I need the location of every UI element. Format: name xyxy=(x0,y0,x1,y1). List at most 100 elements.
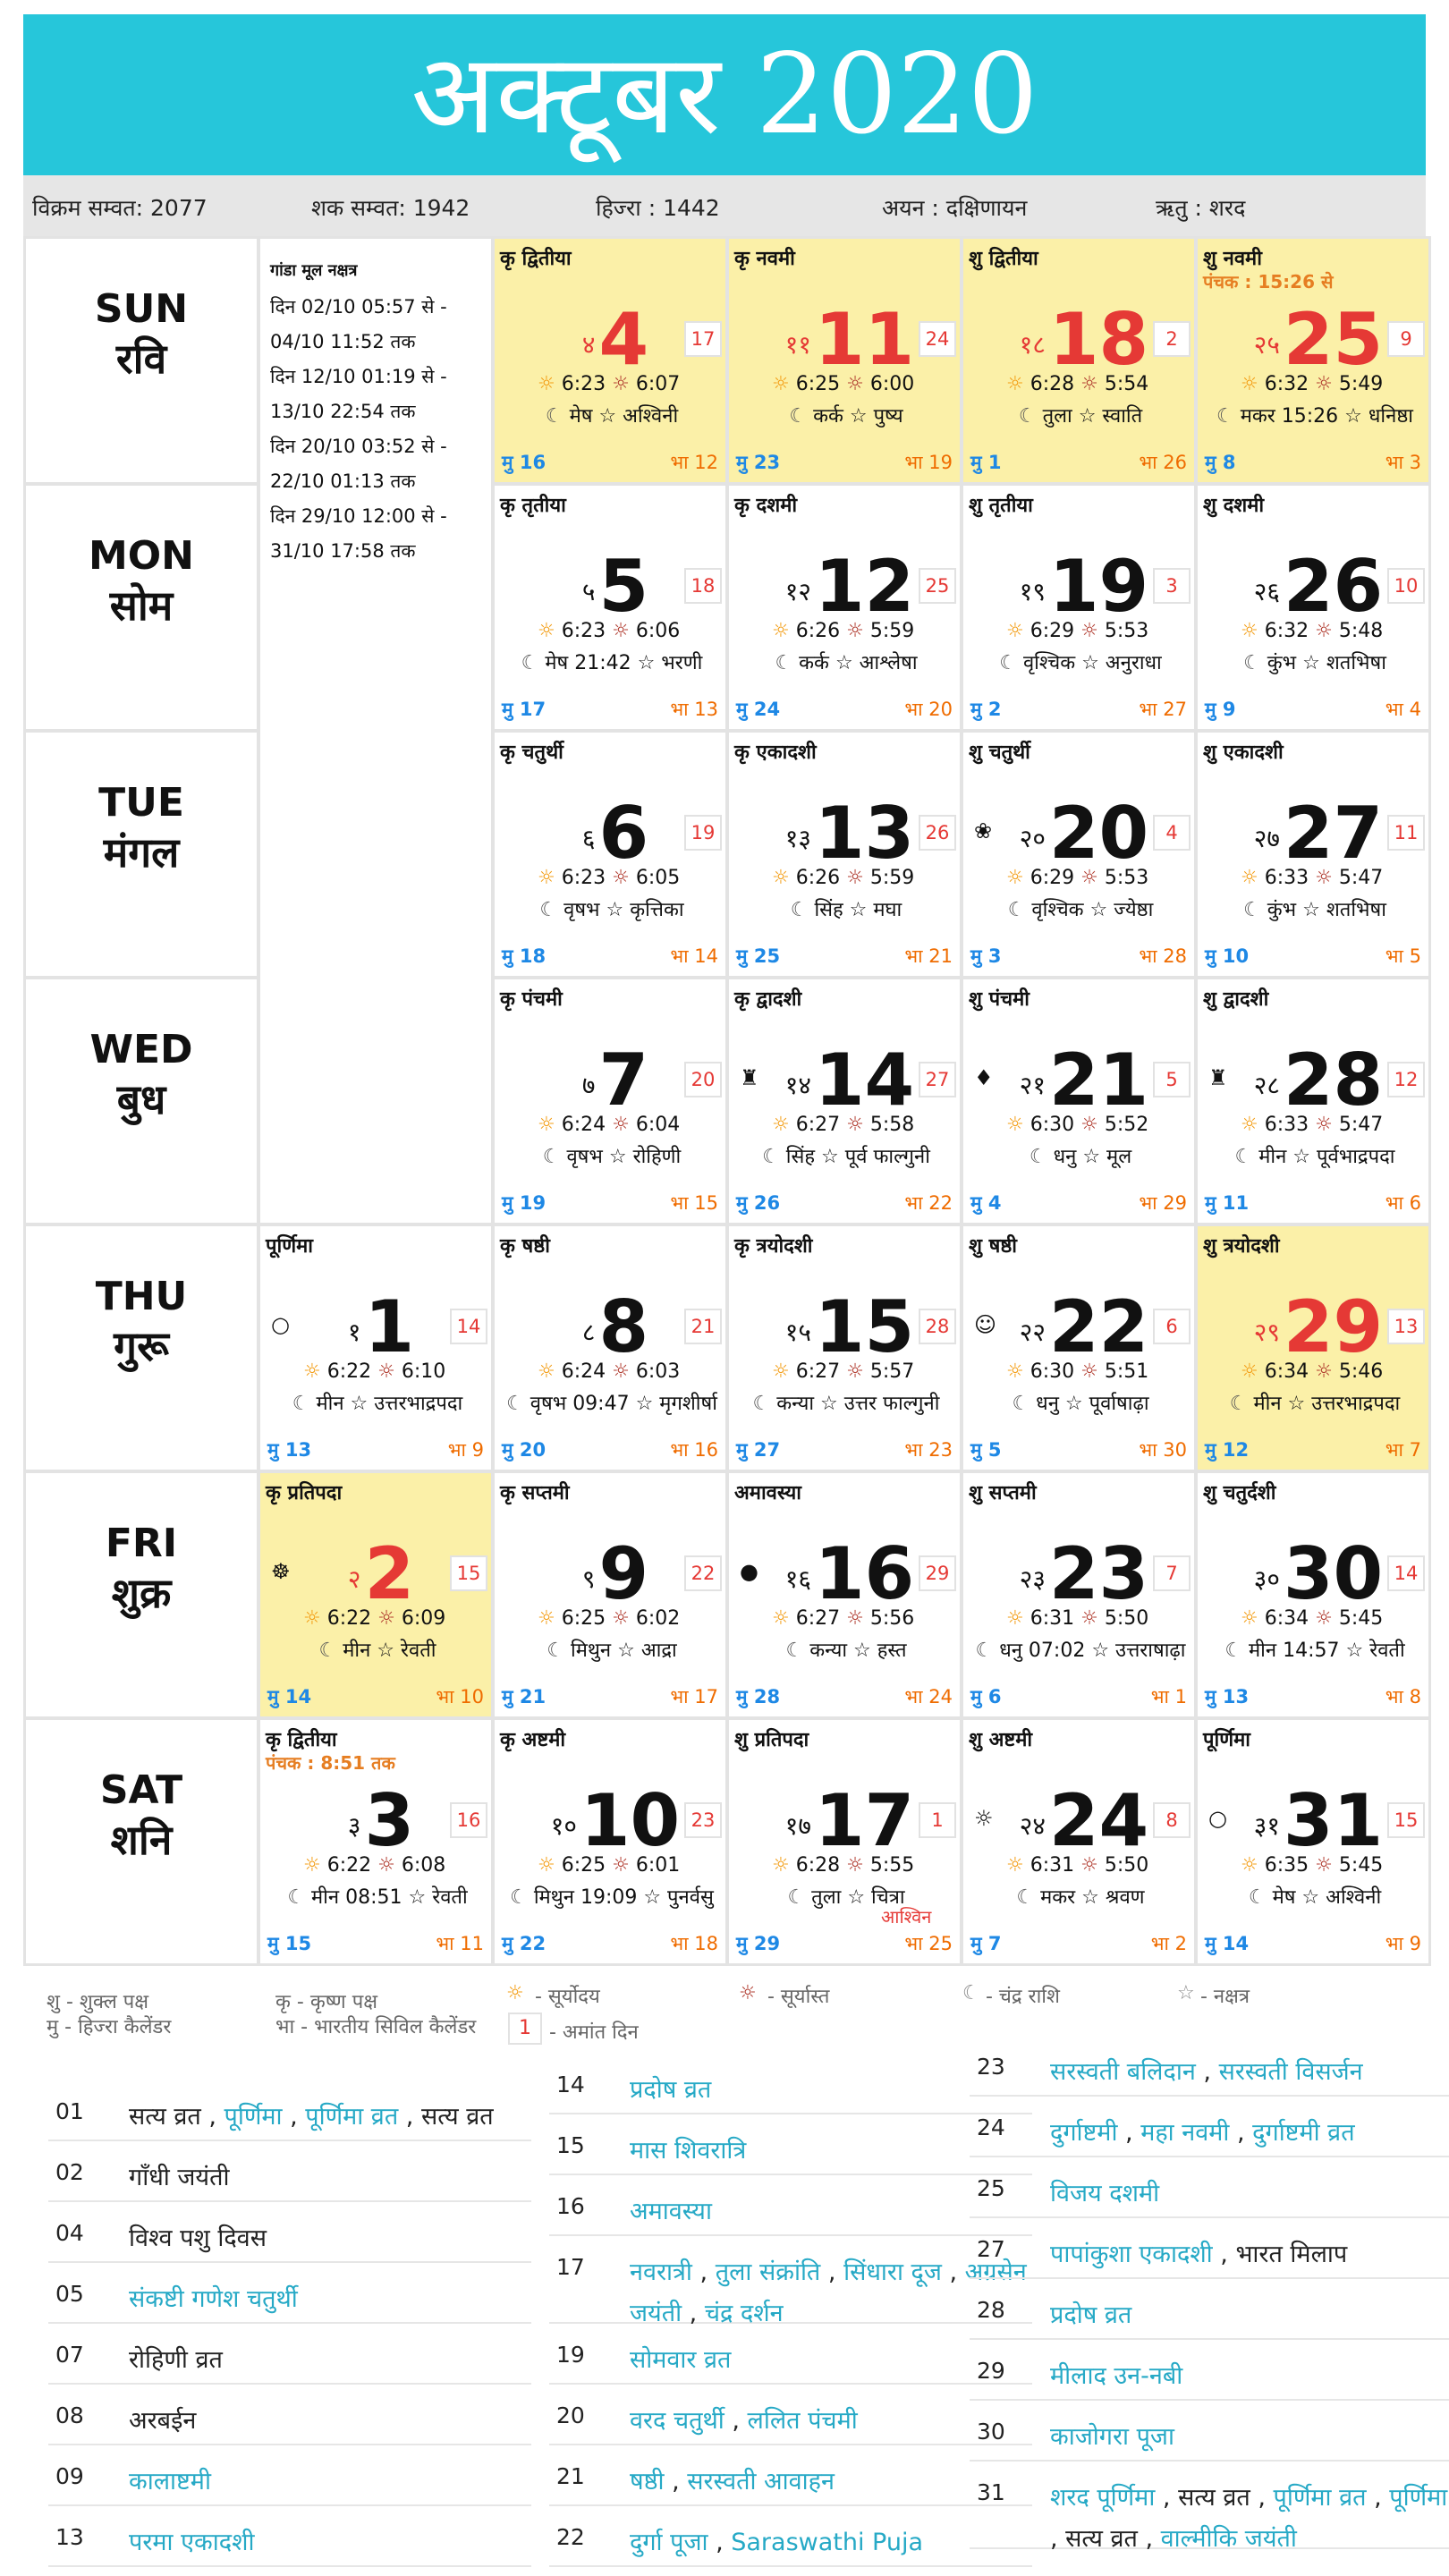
festival-link[interactable]: अमावस्या xyxy=(630,2198,712,2225)
festival-link[interactable]: षष्ठी xyxy=(630,2468,665,2496)
sunrise-time: 6:27 xyxy=(795,1607,841,1630)
festival-link[interactable]: वरद चतुर्थी xyxy=(630,2407,724,2435)
festival-link[interactable]: मास शिवरात्रि xyxy=(630,2137,747,2165)
date-cell[interactable]: कृ सप्तमी ९9 22 ☼ 6:25 ☼ 6:02 ☾ मिथुन ☆ आद्र… xyxy=(492,1470,728,1719)
date-cell[interactable]: शु षष्ठी ☺ २२22 6 ☼ 6:30 ☼ 5:51 ☾ धनु ☆ पूर्व… xyxy=(961,1224,1197,1472)
festival-link[interactable]: पूर्णिमा व्रत xyxy=(305,2103,399,2131)
sunrise-icon: ☼ xyxy=(538,1854,562,1877)
festival-link[interactable]: सोमवार व्रत xyxy=(630,2346,732,2374)
festival-link[interactable]: ललित पंचमी xyxy=(747,2407,858,2435)
festival-link[interactable]: वाल्मीकि जयंती xyxy=(1160,2525,1297,2553)
festival-link[interactable]: दुर्गा पूजा xyxy=(630,2529,708,2556)
festival-names: विजय दशमी xyxy=(1050,2174,1449,2215)
sunrise-time: 6:23 xyxy=(561,620,606,642)
moon-sign: सिंह ☆ पूर्व फाल्गुनी xyxy=(785,1146,930,1168)
festival-link[interactable]: अग्रसेन जयंती xyxy=(630,2258,1027,2327)
samvat-day: २५ xyxy=(1253,330,1280,360)
sunset-icon: ☼ xyxy=(840,1114,870,1136)
festival-link[interactable]: सिंधारा दूज xyxy=(843,2258,942,2286)
festival-link[interactable]: पापांकुशा एकादशी xyxy=(1050,2241,1213,2268)
festival-link[interactable]: विजय दशमी xyxy=(1050,2180,1160,2207)
date-number: ८8 xyxy=(539,1287,691,1373)
gregorian-date: 18 xyxy=(1048,298,1149,381)
festival-row: 17 नवरात्री , तुला संक्रांति , सिंधारा दू… xyxy=(549,2236,1032,2327)
festival-link[interactable]: सरस्वती विसर्जन xyxy=(1218,2058,1363,2086)
date-cell[interactable]: कृ अष्टमी १०10 23 ☼ 6:25 ☼ 6:01 ☾ मिथुन 19:0… xyxy=(492,1717,728,1966)
festival-link[interactable]: परमा एकादशी xyxy=(129,2529,255,2556)
date-cell[interactable]: शु त्रयोदशी २९29 13 ☼ 6:34 ☼ 5:46 ☾ मीन ☆ उत… xyxy=(1195,1224,1431,1472)
festival-link[interactable]: चंद्र दर्शन xyxy=(704,2300,784,2327)
date-cell[interactable]: शु एकादशी २७27 11 ☼ 6:33 ☼ 5:47 ☾ कुंभ ☆ शतभ… xyxy=(1195,730,1431,979)
date-cell[interactable]: कृ द्वितीया पंचक : 8:51 तक ३3 16 ☼ 6:22 ☼ 6:… xyxy=(258,1717,494,1966)
date-cell[interactable]: कृ द्वादशी ♜ १४14 27 ☼ 6:27 ☼ 5:58 ☾ सिंह ☆ प… xyxy=(726,977,962,1225)
festival-link[interactable]: दुर्गाष्टमी व्रत xyxy=(1252,2119,1355,2147)
festival-date: 22 xyxy=(556,2524,585,2550)
festival-link[interactable]: पूर्णिमा व्रत xyxy=(1273,2484,1367,2512)
sunrise-icon: ☼ xyxy=(1006,1854,1030,1877)
festival-link[interactable]: काजोगरा पूजा xyxy=(1050,2423,1174,2451)
sunrise-icon: ☼ xyxy=(303,1854,327,1877)
day-name-en: FRI xyxy=(105,1521,178,1566)
festival-link[interactable]: प्रदोष व्रत xyxy=(630,2076,712,2104)
date-cell[interactable]: कृ त्रयोदशी १५15 28 ☼ 6:27 ☼ 5:57 ☾ कन्या ☆ … xyxy=(726,1224,962,1472)
day-label: FRI शुक्र xyxy=(26,1520,257,1618)
date-cell[interactable]: पूर्णिमा ○ १1 14 ☼ 6:22 ☼ 6:10 ☾ मीन ☆ उत्तरभ… xyxy=(258,1224,494,1472)
sunset-time: 6:07 xyxy=(635,373,681,395)
date-cell[interactable]: शु तृतीया १९19 3 ☼ 6:29 ☼ 5:53 ☾ वृश्चिक ☆ अ… xyxy=(961,483,1197,732)
date-cell[interactable]: शु चतुर्दशी ३०30 14 ☼ 6:34 ☼ 5:45 ☾ मीन 14:5… xyxy=(1195,1470,1431,1719)
moon-nakshatra: ☾ मिथुन 19:09 ☆ पुनर्वसु xyxy=(502,1883,722,1910)
tithi-label: शु षष्ठी xyxy=(969,1235,1017,1258)
tithi-label: कृ षष्ठी xyxy=(500,1235,550,1258)
date-cell[interactable]: कृ एकादशी १३13 26 ☼ 6:26 ☼ 5:59 ☾ सिंह ☆ मघा… xyxy=(726,730,962,979)
date-cell[interactable]: शु चतुर्थी ❀ २०20 4 ☼ 6:29 ☼ 5:53 ☾ वृश्चिक ☆… xyxy=(961,730,1197,979)
festival-link[interactable]: कालाष्टमी xyxy=(129,2468,211,2496)
date-cell[interactable]: शु द्वितीया १८18 2 ☼ 6:28 ☼ 5:54 ☾ तुला ☆ स्… xyxy=(961,236,1197,485)
bharat-date: भा 24 xyxy=(904,1686,953,1707)
date-cell[interactable]: कृ दशमी १२12 25 ☼ 6:26 ☼ 5:59 ☾ कर्क ☆ आश्ले… xyxy=(726,483,962,732)
sunset-icon: ☼ xyxy=(371,1607,402,1630)
gandmool-line: दिन 12/10 01:19 से - xyxy=(270,366,447,387)
date-cell[interactable]: कृ द्वितीया ४4 17 ☼ 6:23 ☼ 6:07 ☾ मेष ☆ अश्व… xyxy=(492,236,728,485)
festival-link[interactable]: संकष्टी गणेश चतुर्थी xyxy=(129,2285,298,2313)
date-cell[interactable]: शु पंचमी ♦ २१21 5 ☼ 6:30 ☼ 5:52 ☾ धनु ☆ मूल मु… xyxy=(961,977,1197,1225)
festival-link[interactable]: सरस्वती आवाहन xyxy=(687,2468,835,2496)
date-cell[interactable]: कृ प्रतिपदा ☸ २2 15 ☼ 6:22 ☼ 6:09 ☾ मीन ☆ रेव… xyxy=(258,1470,494,1719)
date-cell[interactable]: शु दशमी २६26 10 ☼ 6:32 ☼ 5:48 ☾ कुंभ ☆ शतभिष… xyxy=(1195,483,1431,732)
moon-sign: वृश्चिक ☆ अनुराधा xyxy=(1022,652,1162,674)
legend-amant: - अमांत दिन xyxy=(549,2021,639,2044)
festival-link[interactable]: तुला संक्रांति xyxy=(715,2258,821,2286)
date-cell[interactable]: शु द्वादशी ♜ २८28 12 ☼ 6:33 ☼ 5:47 ☾ मीन ☆ पू… xyxy=(1195,977,1431,1225)
festival-link[interactable]: दुर्गाष्टमी xyxy=(1050,2119,1118,2147)
festival-link[interactable]: नवरात्री xyxy=(630,2258,692,2286)
festival-link[interactable]: प्रदोष व्रत xyxy=(1050,2301,1132,2329)
date-cell[interactable]: कृ षष्ठी ८8 21 ☼ 6:24 ☼ 6:03 ☾ वृषभ 09:47 ☆ … xyxy=(492,1224,728,1472)
sunrise-icon: ☼ xyxy=(772,867,796,889)
sun-times: ☼ 6:28 ☼ 5:55 xyxy=(772,1854,914,1877)
festival-link[interactable]: Saraswathi Puja xyxy=(731,2529,924,2556)
festival-date: 09 xyxy=(55,2463,84,2489)
date-cell[interactable]: शु सप्तमी २३23 7 ☼ 6:31 ☼ 5:50 ☾ धनु 07:02 ☆… xyxy=(961,1470,1197,1719)
sun-times: ☼ 6:25 ☼ 6:02 xyxy=(538,1607,680,1630)
gregorian-date: 6 xyxy=(598,792,649,875)
date-cell[interactable]: पूर्णिमा ○ ३१31 15 ☼ 6:35 ☼ 5:45 ☾ मेष ☆ अश्व… xyxy=(1195,1717,1431,1966)
date-cell[interactable]: शु अष्टमी ☼ २४24 8 ☼ 6:31 ☼ 5:50 ☾ मकर ☆ श्रव… xyxy=(961,1717,1197,1966)
legend-moon: - चंद्र राशि xyxy=(986,1986,1060,2008)
festival-link[interactable]: मीलाद उन-नबी xyxy=(1050,2362,1183,2390)
date-cell[interactable]: कृ नवमी ११11 24 ☼ 6:25 ☼ 6:00 ☾ कर्क ☆ पुष्य… xyxy=(726,236,962,485)
date-number: १८18 xyxy=(1008,300,1160,386)
date-cell[interactable]: कृ तृतीया ५5 18 ☼ 6:23 ☼ 6:06 ☾ मेष 21:42 ☆ … xyxy=(492,483,728,732)
festival-link[interactable]: सरस्वती बलिदान xyxy=(1050,2058,1196,2086)
samvat-day: १५ xyxy=(784,1318,811,1347)
festival-link[interactable]: पूर्णिमा xyxy=(1389,2484,1448,2512)
festival-link[interactable]: शरद पूर्णिमा xyxy=(1050,2484,1156,2512)
hijri-date: मु 16 xyxy=(502,452,547,473)
date-cell[interactable]: कृ पंचमी ७7 20 ☼ 6:24 ☼ 6:04 ☾ वृषभ ☆ रोहिणी… xyxy=(492,977,728,1225)
festival-link[interactable]: महा नवमी xyxy=(1140,2119,1230,2147)
tithi-label: कृ नवमी xyxy=(734,248,795,270)
festival-link[interactable]: पूर्णिमा xyxy=(224,2103,283,2131)
sun-times: ☼ 6:34 ☼ 5:46 xyxy=(1241,1360,1383,1383)
date-cell[interactable]: अमावस्या ● १६16 29 ☼ 6:27 ☼ 5:56 ☾ कन्या ☆ हस… xyxy=(726,1470,962,1719)
date-cell[interactable]: शु नवमी पंचक : 15:26 से २५25 9 ☼ 6:32 ☼ 5:49… xyxy=(1195,236,1431,485)
date-cell[interactable]: शु प्रतिपदा १७17 1 आश्विन ☼ 6:28 ☼ 5:55 ☾ तुल… xyxy=(726,1717,962,1966)
date-cell[interactable]: कृ चतुर्थी ६6 19 ☼ 6:23 ☼ 6:05 ☾ वृषभ ☆ कृत्… xyxy=(492,730,728,979)
